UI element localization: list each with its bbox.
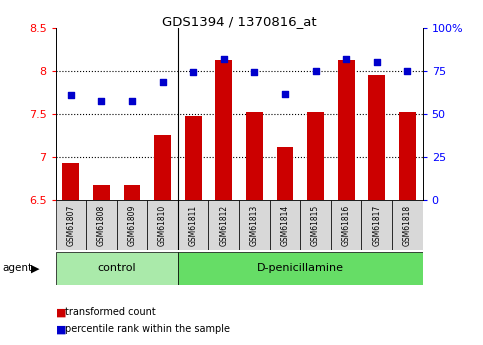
Text: transformed count: transformed count bbox=[65, 307, 156, 317]
Bar bbox=[338, 60, 355, 200]
Bar bbox=[307, 112, 324, 200]
Text: GSM61812: GSM61812 bbox=[219, 205, 228, 246]
Bar bbox=[62, 163, 79, 200]
FancyBboxPatch shape bbox=[147, 200, 178, 250]
Bar bbox=[93, 186, 110, 200]
Bar bbox=[124, 186, 141, 200]
Text: GSM61814: GSM61814 bbox=[281, 205, 289, 246]
Text: agent: agent bbox=[2, 263, 32, 273]
Bar bbox=[277, 147, 293, 200]
Text: control: control bbox=[98, 263, 136, 273]
Text: ▶: ▶ bbox=[31, 263, 40, 273]
Text: GSM61808: GSM61808 bbox=[97, 205, 106, 246]
Text: GDS1394 / 1370816_at: GDS1394 / 1370816_at bbox=[162, 16, 316, 29]
FancyBboxPatch shape bbox=[56, 252, 178, 285]
FancyBboxPatch shape bbox=[270, 200, 300, 250]
FancyBboxPatch shape bbox=[361, 200, 392, 250]
FancyBboxPatch shape bbox=[56, 200, 86, 250]
Text: GSM61816: GSM61816 bbox=[341, 205, 351, 246]
Point bbox=[98, 98, 105, 104]
FancyBboxPatch shape bbox=[86, 200, 117, 250]
Bar bbox=[369, 75, 385, 200]
Bar bbox=[185, 117, 201, 200]
FancyBboxPatch shape bbox=[331, 200, 361, 250]
Text: D-penicillamine: D-penicillamine bbox=[257, 263, 344, 273]
Point bbox=[312, 68, 319, 73]
Point bbox=[403, 68, 411, 73]
FancyBboxPatch shape bbox=[300, 200, 331, 250]
Text: GSM61813: GSM61813 bbox=[250, 205, 259, 246]
Point bbox=[189, 69, 197, 74]
Bar bbox=[215, 60, 232, 200]
FancyBboxPatch shape bbox=[178, 252, 423, 285]
Point bbox=[220, 56, 227, 61]
Bar bbox=[154, 135, 171, 200]
Text: percentile rank within the sample: percentile rank within the sample bbox=[65, 325, 230, 334]
Text: GSM61807: GSM61807 bbox=[66, 205, 75, 246]
Point bbox=[159, 79, 167, 85]
Text: ■: ■ bbox=[56, 307, 66, 317]
Bar bbox=[246, 112, 263, 200]
FancyBboxPatch shape bbox=[117, 200, 147, 250]
Text: GSM61817: GSM61817 bbox=[372, 205, 381, 246]
Text: GSM61810: GSM61810 bbox=[158, 205, 167, 246]
FancyBboxPatch shape bbox=[178, 200, 209, 250]
Text: GSM61809: GSM61809 bbox=[128, 205, 137, 246]
Point bbox=[342, 56, 350, 61]
Bar bbox=[399, 112, 416, 200]
FancyBboxPatch shape bbox=[239, 200, 270, 250]
FancyBboxPatch shape bbox=[209, 200, 239, 250]
Text: GSM61815: GSM61815 bbox=[311, 205, 320, 246]
FancyBboxPatch shape bbox=[392, 200, 423, 250]
Text: ■: ■ bbox=[56, 325, 66, 334]
Point bbox=[373, 59, 381, 65]
Text: GSM61818: GSM61818 bbox=[403, 205, 412, 246]
Point bbox=[251, 69, 258, 74]
Point bbox=[67, 92, 75, 98]
Text: GSM61811: GSM61811 bbox=[189, 205, 198, 246]
Point bbox=[128, 98, 136, 104]
Point bbox=[281, 91, 289, 97]
